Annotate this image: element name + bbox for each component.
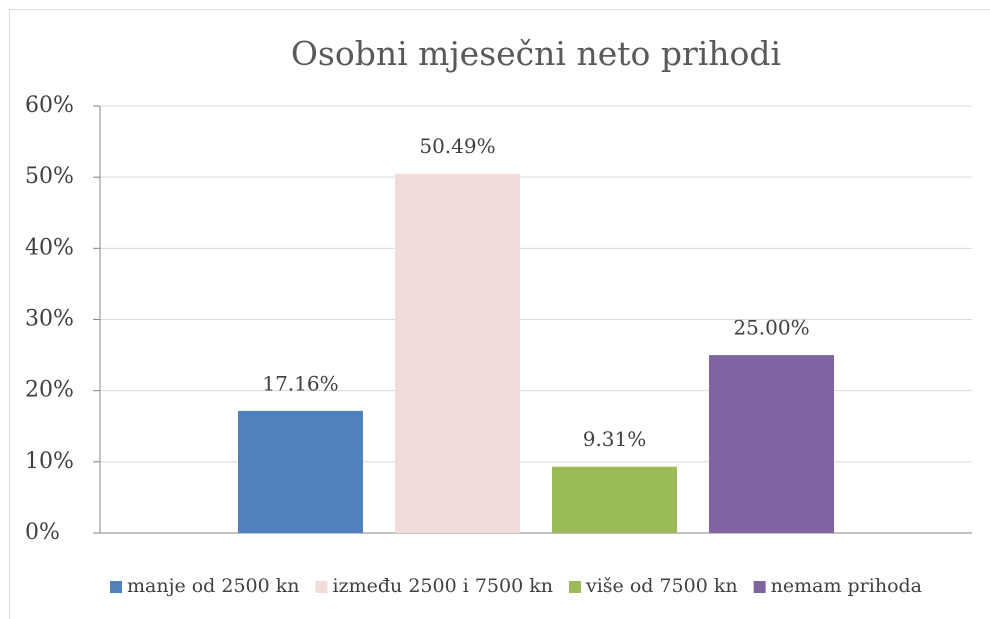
y-tick-label: 10% xyxy=(25,449,74,474)
legend-swatch xyxy=(315,581,328,593)
bar xyxy=(552,466,677,533)
data-label: 9.31% xyxy=(583,427,647,451)
bar xyxy=(395,173,520,533)
y-tick-label: 20% xyxy=(25,378,74,403)
chart-frame xyxy=(9,9,990,619)
legend-label: manje od 2500 kn xyxy=(127,575,300,597)
bar xyxy=(238,410,363,533)
data-label: 17.16% xyxy=(262,371,338,395)
data-label: 25.00% xyxy=(733,316,809,340)
y-tick-label: 50% xyxy=(25,164,74,189)
legend-swatch xyxy=(568,581,581,593)
bar xyxy=(709,355,834,533)
y-tick-label: 40% xyxy=(25,235,74,260)
y-tick-label: 60% xyxy=(25,93,74,118)
legend-label: između 2500 i 7500 kn xyxy=(333,575,553,597)
chart-title: Osobni mjesečni neto prihodi xyxy=(291,34,781,73)
legend-label: više od 7500 kn xyxy=(585,575,738,597)
legend-label: nemam prihoda xyxy=(771,575,922,597)
data-label: 50.49% xyxy=(419,134,495,158)
legend-swatch xyxy=(109,581,122,593)
y-tick-label: 30% xyxy=(25,307,74,332)
legend-swatch xyxy=(753,581,766,593)
y-tick-label: 0% xyxy=(25,520,60,545)
